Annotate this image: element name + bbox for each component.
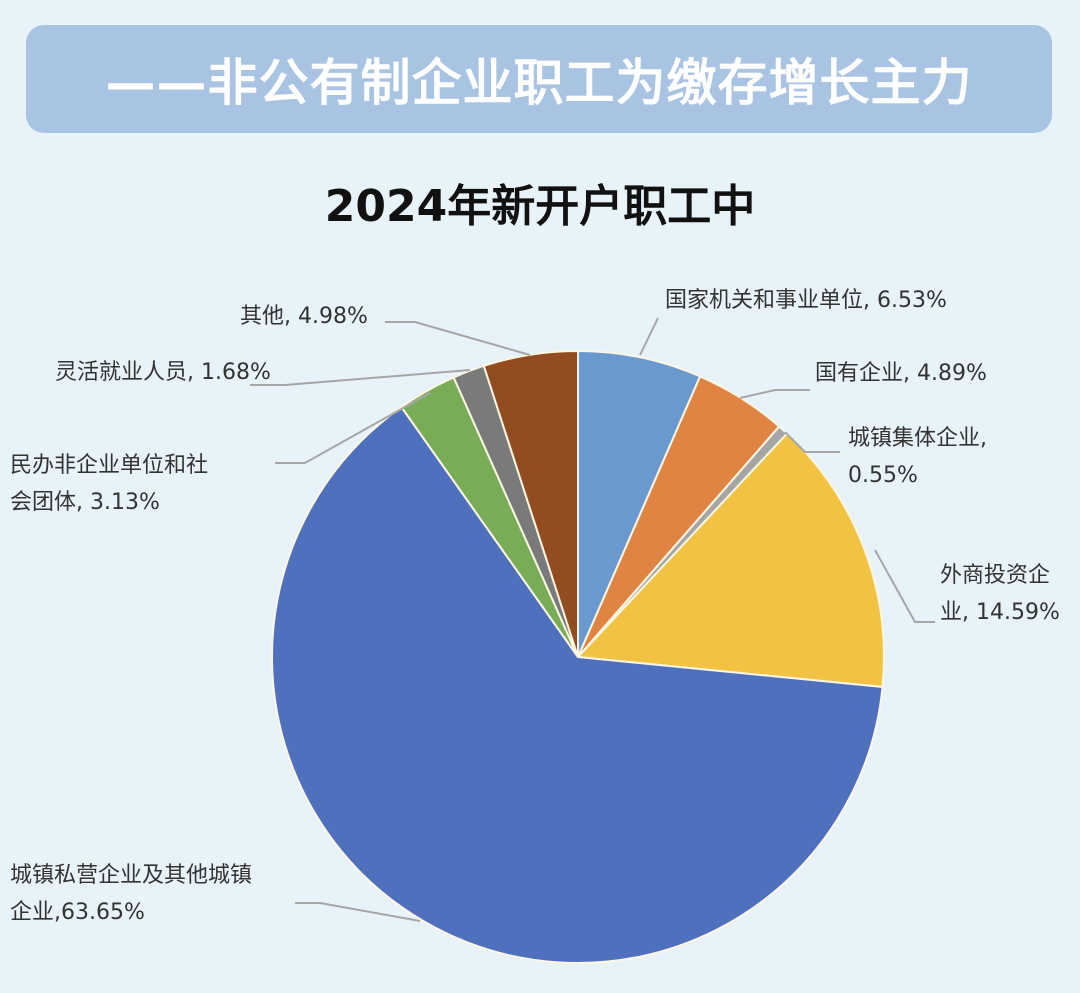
slice-label: 国家机关和事业单位, 6.53% xyxy=(665,288,947,313)
leader-line xyxy=(874,549,935,623)
slice-label: 其他, 4.98% xyxy=(240,304,368,329)
pie-slice xyxy=(482,349,579,658)
leader-line xyxy=(385,321,531,356)
leader-line xyxy=(639,317,659,356)
leader-line xyxy=(250,369,471,386)
slice-label: 国有企业, 4.89% xyxy=(815,361,987,386)
slice-label: 会团体, 3.13% xyxy=(10,490,160,515)
slice-label: 灵活就业人员, 1.68% xyxy=(55,360,271,385)
slice-label: 外商投资企 xyxy=(940,563,1050,588)
leader-line xyxy=(295,902,421,922)
slice-label: 城镇集体企业, xyxy=(848,426,987,451)
chart-title: 2024年新开户职工中 xyxy=(324,181,756,232)
slice-label: 0.55% xyxy=(848,463,918,488)
slice-label: 企业,63.65% xyxy=(10,900,145,925)
slice-label: 城镇私营企业及其他城镇 xyxy=(10,863,252,888)
pie-slice xyxy=(577,349,702,658)
pie-slice xyxy=(271,405,884,964)
slice-label: 民办非企业单位和社 xyxy=(10,453,208,478)
header-banner: ——非公有制企业职工为缴存增长主力 xyxy=(26,25,1052,133)
slice-label: 业, 14.59% xyxy=(940,600,1060,625)
leader-line xyxy=(739,389,810,399)
leader-line xyxy=(275,392,431,464)
leader-line xyxy=(784,431,840,453)
pie-slice xyxy=(575,432,885,689)
banner-title: ——非公有制企业职工为缴存增长主力 xyxy=(105,54,973,112)
